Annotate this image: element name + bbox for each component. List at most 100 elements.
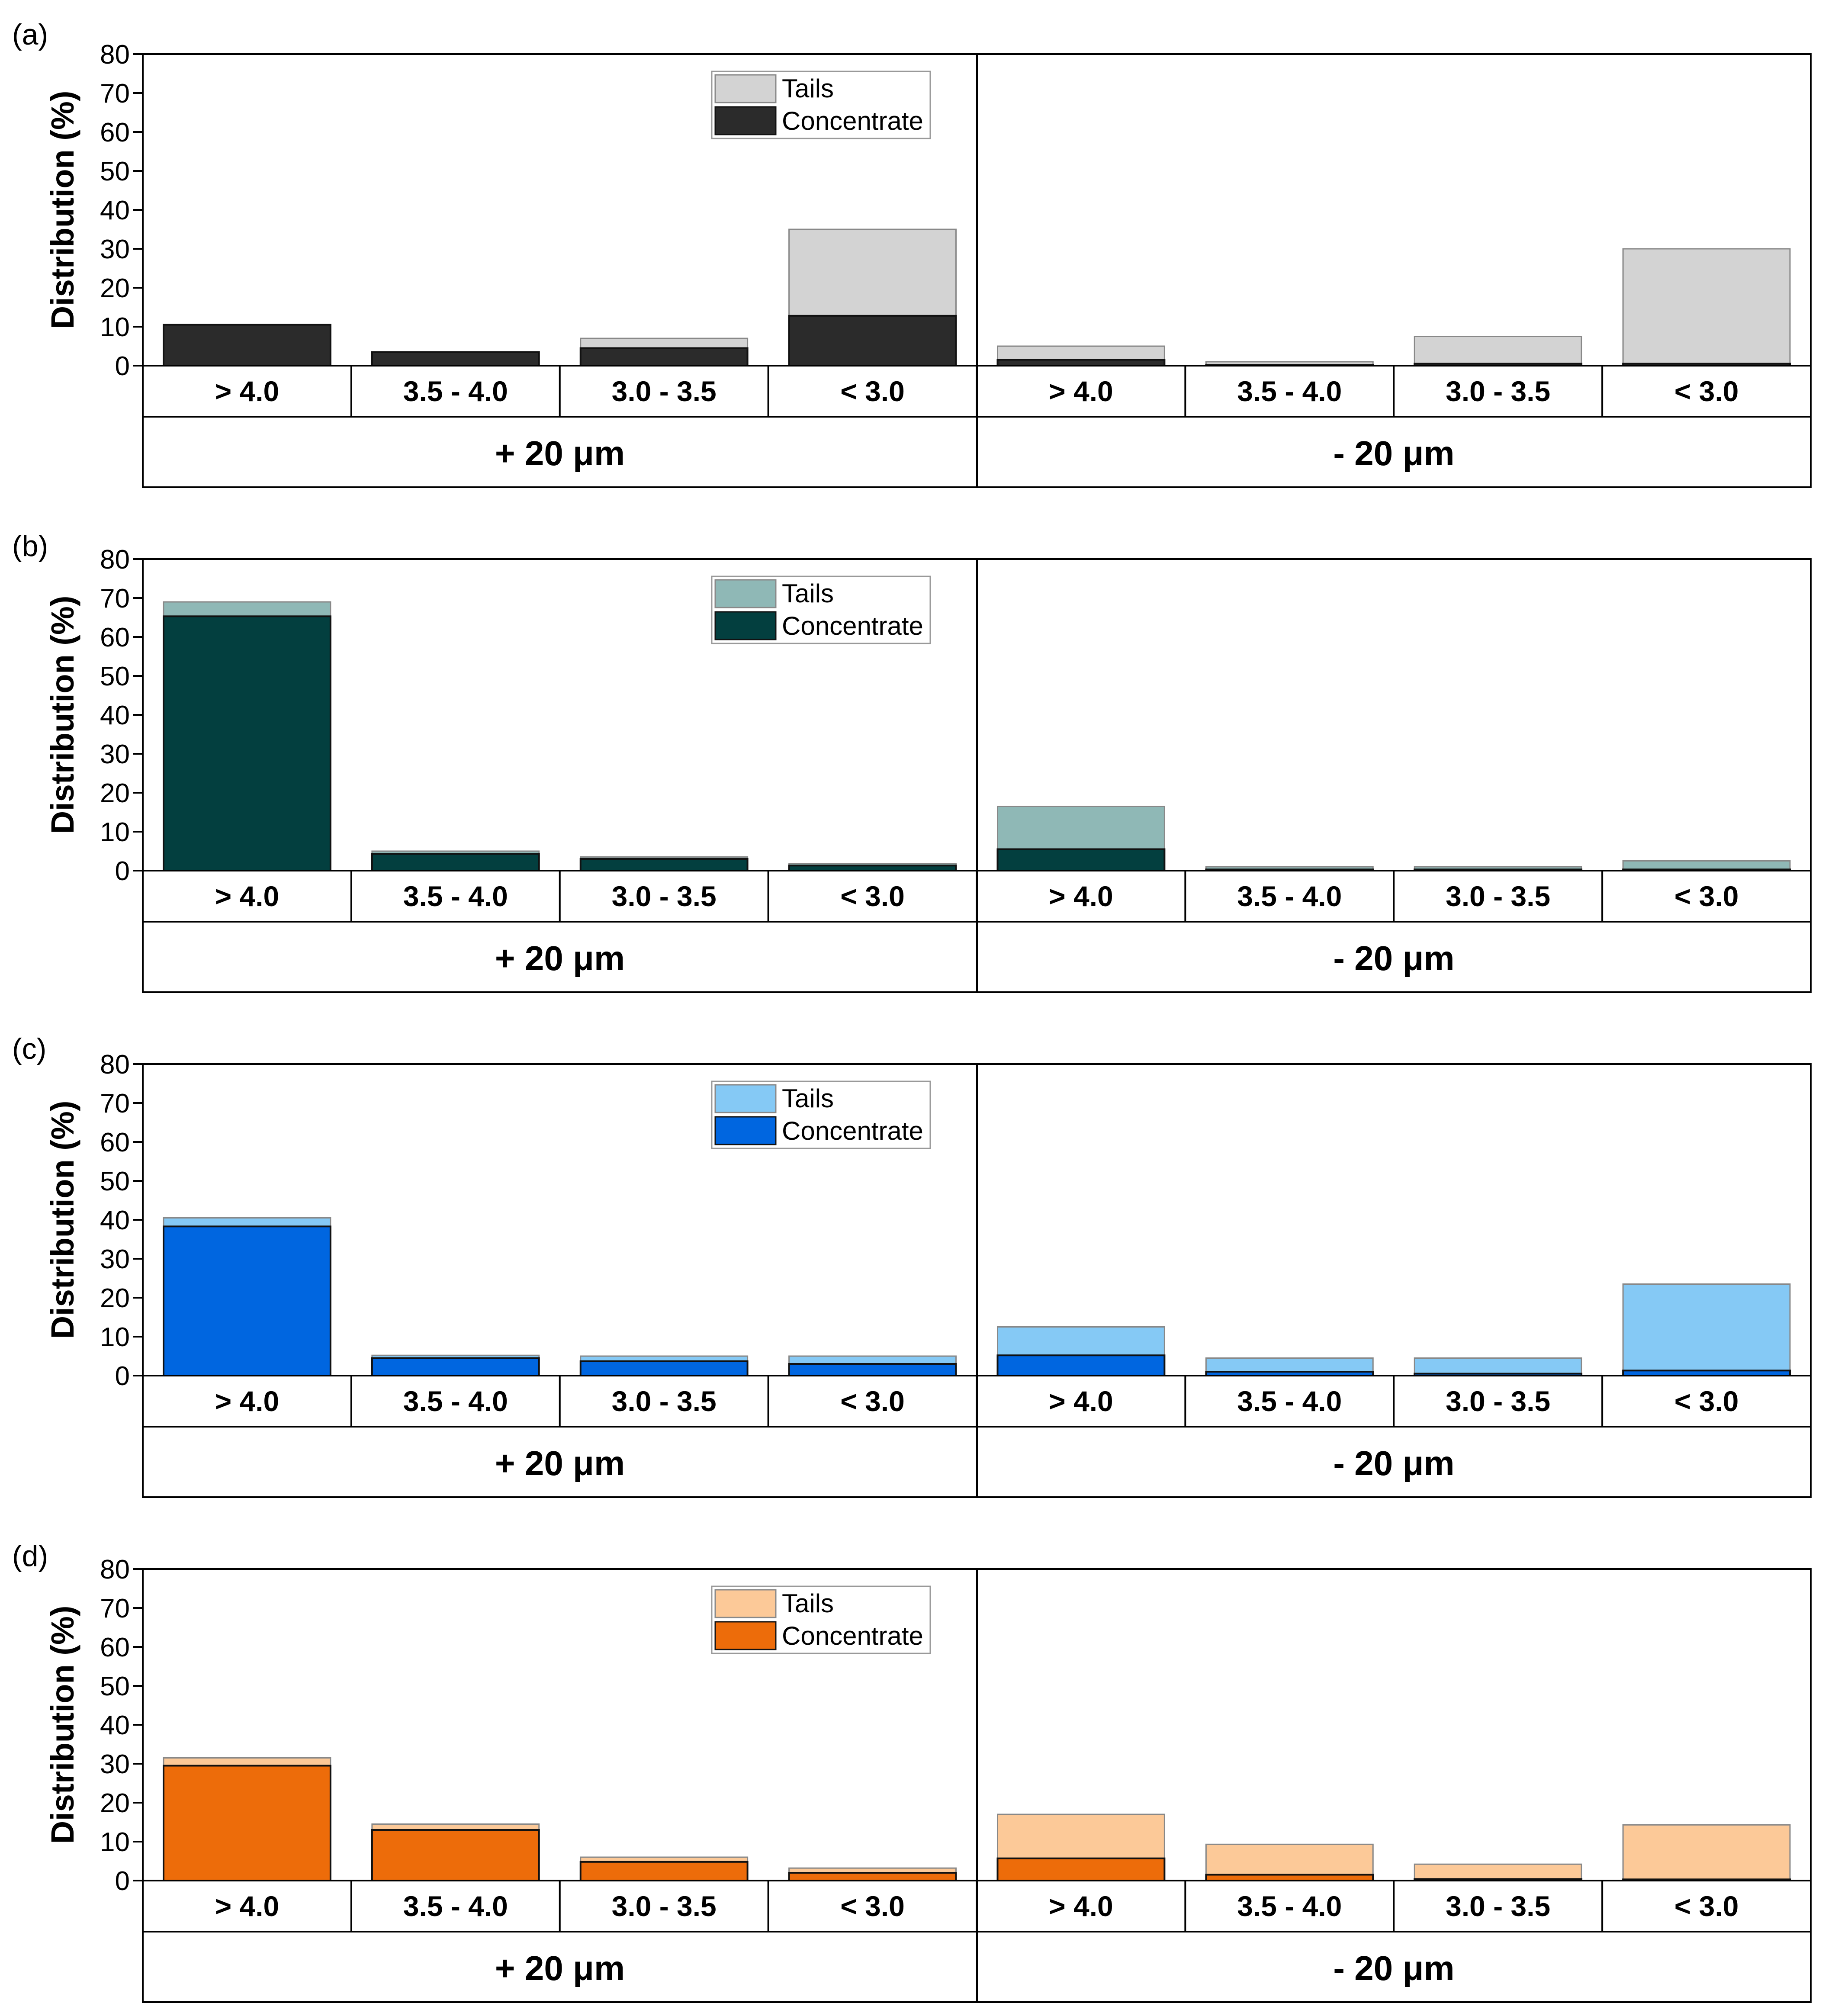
y-tick-label: 70 bbox=[100, 1594, 130, 1624]
concentrate-bar bbox=[371, 1829, 540, 1881]
category-label: 3.5 - 4.0 bbox=[403, 1385, 508, 1417]
category-label: < 3.0 bbox=[840, 1890, 905, 1922]
y-tick-label: 30 bbox=[100, 235, 130, 264]
y-tick-label: 30 bbox=[100, 740, 130, 769]
category-label: 3.5 - 4.0 bbox=[1237, 1890, 1342, 1922]
concentrate-bar bbox=[788, 1872, 957, 1881]
legend-swatch-tails bbox=[714, 74, 777, 103]
y-tick-label: 40 bbox=[100, 1206, 130, 1235]
y-tick-label: 60 bbox=[100, 623, 130, 653]
group-label: - 20 μm bbox=[1333, 434, 1454, 473]
tails-bar bbox=[1622, 248, 1791, 367]
legend-label-tails: Tails bbox=[782, 1084, 834, 1113]
y-axis-label: Distribution (%) bbox=[45, 91, 80, 329]
concentrate-bar bbox=[579, 347, 749, 367]
y-axis-label: Distribution (%) bbox=[45, 596, 80, 834]
y-tick-label: 70 bbox=[100, 1089, 130, 1119]
concentrate-bar bbox=[579, 1861, 749, 1881]
y-tick-label: 0 bbox=[115, 351, 130, 381]
legend-label-concentrate: Concentrate bbox=[782, 106, 923, 135]
group-label: - 20 μm bbox=[1333, 1444, 1454, 1482]
concentrate-bar bbox=[579, 858, 749, 871]
legend-swatch-tails bbox=[714, 1589, 777, 1618]
legend-label-tails: Tails bbox=[782, 1589, 834, 1618]
group-label: - 20 μm bbox=[1333, 1949, 1454, 1987]
panel-b: (b) Distribution (%) 0 10 20 30 40 50 60 70 80 > 4.… bbox=[12, 530, 1812, 993]
y-tick-label: 80 bbox=[100, 40, 130, 70]
category-label: > 4.0 bbox=[1049, 1385, 1113, 1417]
y-axis-label: Distribution (%) bbox=[45, 1101, 80, 1339]
y-tick-label: 60 bbox=[100, 1633, 130, 1662]
y-tick-label: 0 bbox=[115, 1361, 130, 1391]
y-tick-label: 50 bbox=[100, 1672, 130, 1701]
y-tick-label: 80 bbox=[100, 1555, 130, 1585]
category-label: < 3.0 bbox=[1674, 375, 1739, 407]
category-label: < 3.0 bbox=[840, 880, 905, 912]
category-label: < 3.0 bbox=[840, 375, 905, 407]
y-tick-label: 10 bbox=[100, 1322, 130, 1352]
category-label: > 4.0 bbox=[1049, 880, 1113, 912]
category-label: > 4.0 bbox=[215, 1890, 280, 1922]
panel-letter: (d) bbox=[12, 1540, 48, 1572]
legend-label-tails: Tails bbox=[782, 579, 834, 608]
concentrate-bar bbox=[163, 1765, 331, 1881]
category-label: 3.5 - 4.0 bbox=[403, 1890, 508, 1922]
category-label: > 4.0 bbox=[215, 375, 280, 407]
y-tick-label: 30 bbox=[100, 1244, 130, 1274]
concentrate-bar bbox=[371, 1357, 540, 1376]
y-tick-label: 60 bbox=[100, 118, 130, 148]
category-label: 3.0 - 3.5 bbox=[1446, 375, 1550, 407]
y-tick-label: 50 bbox=[100, 662, 130, 691]
concentrate-bar bbox=[996, 1354, 1166, 1376]
category-label: 3.0 - 3.5 bbox=[612, 375, 717, 407]
category-label: 3.5 - 4.0 bbox=[1237, 375, 1342, 407]
y-tick-label: 20 bbox=[100, 1283, 130, 1313]
group-label: + 20 μm bbox=[495, 1949, 625, 1987]
legend-swatch-tails bbox=[714, 1084, 777, 1113]
group-label: + 20 μm bbox=[495, 434, 625, 473]
y-tick-label: 70 bbox=[100, 584, 130, 614]
y-tick-label: 40 bbox=[100, 1711, 130, 1740]
category-label: > 4.0 bbox=[215, 880, 280, 912]
y-tick-label: 80 bbox=[100, 1050, 130, 1080]
y-tick-label: 10 bbox=[100, 1827, 130, 1857]
y-tick-label: 20 bbox=[100, 1788, 130, 1818]
category-label: 3.0 - 3.5 bbox=[1446, 1385, 1550, 1417]
concentrate-bar bbox=[371, 853, 540, 872]
y-tick-label: 50 bbox=[100, 157, 130, 186]
category-label: 3.5 - 4.0 bbox=[1237, 1385, 1342, 1417]
concentrate-bar bbox=[788, 1363, 957, 1376]
legend-swatch-tails bbox=[714, 579, 777, 608]
group-label: + 20 μm bbox=[495, 1444, 625, 1482]
legend-label-tails: Tails bbox=[782, 74, 834, 103]
concentrate-bar bbox=[163, 615, 331, 872]
category-label: < 3.0 bbox=[840, 1385, 905, 1417]
group-label: + 20 μm bbox=[495, 939, 625, 977]
tails-bar bbox=[1414, 1863, 1582, 1881]
panel-letter: (c) bbox=[12, 1032, 46, 1065]
group-label: - 20 μm bbox=[1333, 939, 1454, 977]
panel-a: (a) Distribution (%) 0 10 20 30 40 50 60 70 80 > 4.… bbox=[12, 18, 1812, 488]
category-label: > 4.0 bbox=[215, 1385, 280, 1417]
y-tick-label: 10 bbox=[100, 312, 130, 342]
category-label: < 3.0 bbox=[1674, 880, 1739, 912]
category-label: 3.5 - 4.0 bbox=[403, 880, 508, 912]
category-label: 3.5 - 4.0 bbox=[1237, 880, 1342, 912]
tails-bar bbox=[1414, 336, 1582, 367]
y-tick-label: 0 bbox=[115, 1866, 130, 1896]
concentrate-bar bbox=[579, 1360, 749, 1376]
legend-swatch-concentrate bbox=[714, 611, 777, 640]
y-tick-label: 40 bbox=[100, 196, 130, 225]
concentrate-bar bbox=[996, 359, 1166, 367]
concentrate-bar bbox=[996, 848, 1166, 871]
tails-bar bbox=[1622, 1283, 1791, 1376]
category-label: > 4.0 bbox=[1049, 375, 1113, 407]
y-tick-label: 60 bbox=[100, 1128, 130, 1158]
legend-swatch-concentrate bbox=[714, 1621, 777, 1650]
y-tick-label: 80 bbox=[100, 545, 130, 575]
legend-label-concentrate: Concentrate bbox=[782, 1116, 923, 1145]
y-tick-label: 10 bbox=[100, 817, 130, 847]
concentrate-bar bbox=[371, 351, 540, 367]
legend-label-concentrate: Concentrate bbox=[782, 1621, 923, 1650]
